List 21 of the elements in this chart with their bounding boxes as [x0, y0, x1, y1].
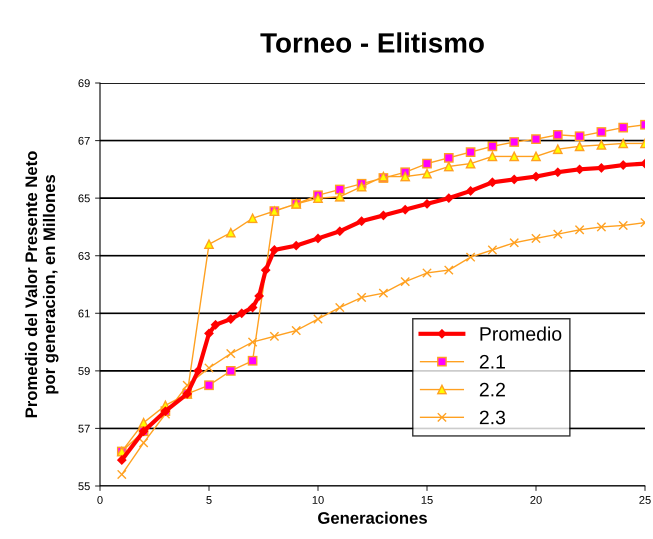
legend-label: 2.3 — [480, 410, 506, 424]
chart-title: Torneo - Elitismo — [260, 32, 484, 53]
y-tick-label: 57 — [78, 424, 90, 433]
x-tick-label: 10 — [312, 496, 324, 504]
x-tick-label: 0 — [97, 496, 103, 504]
x-tick-label: 5 — [206, 496, 212, 504]
x-tick-label: 20 — [530, 496, 542, 504]
x-tick-label: 25 — [639, 496, 651, 504]
y-axis-title: Promedio del Valor Presente Neto por generacion, en Millones — [24, 151, 58, 418]
legend-label: 2.2 — [480, 382, 505, 396]
y-tick-label: 63 — [78, 252, 90, 260]
y-tick-label: 61 — [78, 310, 90, 318]
x-axis-title: Generaciones — [318, 512, 427, 524]
legend-label: 2.1 — [480, 354, 505, 368]
y-tick-label: 69 — [78, 79, 90, 88]
x-tick-label: 15 — [422, 496, 433, 504]
y-tick-label: 65 — [78, 194, 90, 202]
legend-label: Promedio — [480, 326, 562, 341]
y-tick-label: 55 — [78, 482, 90, 490]
y-tick-label: 67 — [78, 136, 90, 145]
y-tick-label: 59 — [78, 367, 90, 375]
